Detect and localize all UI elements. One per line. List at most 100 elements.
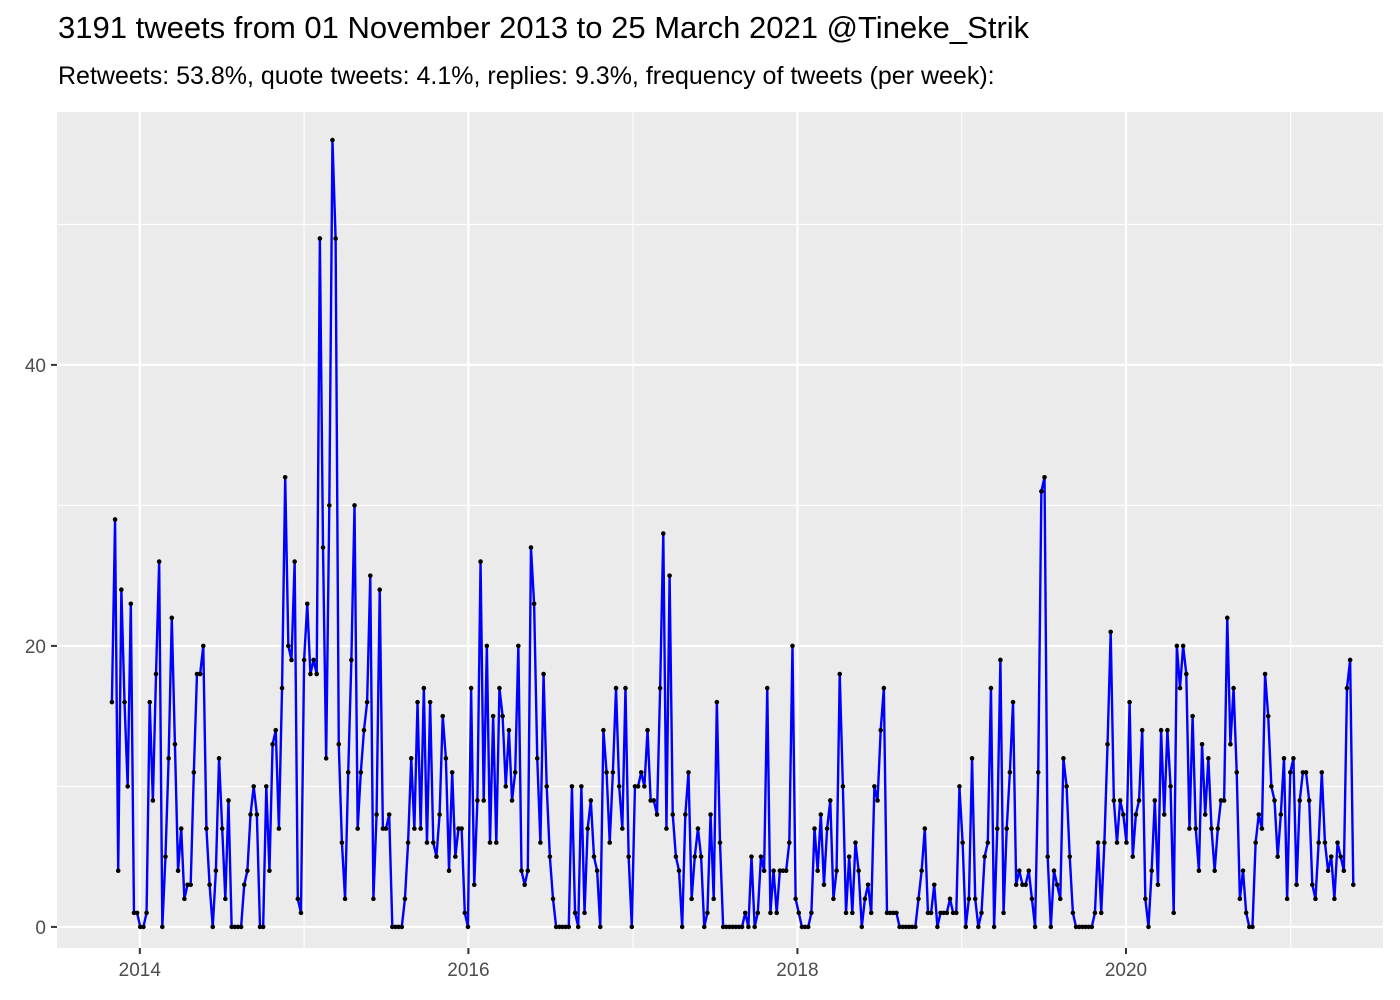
data-point (1303, 770, 1309, 775)
data-point (620, 826, 625, 831)
data-point (1180, 643, 1186, 649)
data-point (1105, 741, 1110, 747)
data-point (311, 657, 316, 663)
data-point (500, 713, 505, 719)
data-point (144, 910, 149, 916)
data-point (1344, 685, 1350, 691)
data-point (1206, 756, 1211, 761)
data-point (695, 826, 701, 831)
data-point (705, 910, 710, 916)
data-point (260, 924, 266, 930)
data-point (1300, 770, 1306, 775)
data-point (1278, 812, 1284, 817)
data-point (604, 770, 609, 775)
data-point (591, 854, 597, 859)
data-point (916, 896, 921, 902)
data-point (859, 924, 865, 930)
data-point (487, 840, 493, 845)
data-point (194, 671, 200, 677)
data-point (273, 727, 279, 733)
data-point (922, 826, 928, 831)
data-point (572, 910, 578, 916)
data-point (985, 840, 991, 845)
data-point (607, 840, 613, 845)
data-point (525, 868, 531, 874)
data-point (1168, 784, 1173, 789)
data-point (919, 868, 924, 874)
data-point (531, 601, 537, 607)
data-point (1215, 826, 1221, 831)
data-point (1004, 826, 1010, 831)
data-point (204, 826, 209, 831)
data-point (418, 826, 423, 831)
data-point (339, 840, 345, 845)
data-point (815, 868, 820, 874)
data-point (279, 685, 285, 691)
data-point (1001, 910, 1006, 916)
data-point (717, 840, 723, 845)
data-point (207, 882, 212, 888)
data-point (475, 798, 480, 803)
data-point (200, 643, 206, 649)
data-point (988, 685, 994, 691)
data-point (308, 671, 313, 677)
data-point (333, 236, 338, 241)
data-point (191, 770, 197, 775)
data-point (563, 924, 568, 930)
data-point (1020, 882, 1025, 888)
data-point (1228, 741, 1233, 747)
data-point (1155, 882, 1161, 888)
data-point (1265, 713, 1271, 719)
data-point (538, 840, 543, 845)
data-point (223, 896, 228, 902)
data-point (352, 503, 357, 508)
data-point (588, 798, 594, 803)
data-point (1350, 882, 1356, 888)
data-point (393, 924, 398, 930)
data-point (585, 826, 590, 831)
data-point (913, 924, 918, 930)
data-point (664, 826, 669, 831)
data-point (131, 910, 137, 916)
data-point (1051, 868, 1057, 874)
data-point (1221, 798, 1227, 803)
data-point (701, 924, 707, 930)
data-point (758, 854, 764, 859)
data-point (314, 671, 320, 677)
data-point (1253, 840, 1258, 845)
data-point (468, 685, 474, 691)
data-point (1196, 868, 1202, 874)
data-point (683, 812, 688, 817)
data-point (248, 812, 253, 817)
data-point (481, 798, 487, 803)
data-point (941, 910, 946, 916)
data-point (462, 910, 468, 916)
y-tick-label: 0 (35, 918, 46, 939)
data-point (994, 826, 1000, 831)
data-point (182, 896, 187, 902)
data-point (1202, 812, 1208, 817)
data-point (188, 882, 193, 888)
data-point (944, 910, 950, 916)
data-point (771, 868, 776, 874)
data-point (226, 798, 231, 803)
data-point (163, 854, 168, 859)
data-point (371, 896, 376, 902)
data-point (1035, 770, 1041, 775)
data-point (506, 727, 512, 733)
data-point (802, 924, 808, 930)
data-point (497, 685, 502, 691)
data-point (960, 840, 965, 845)
data-point (594, 868, 600, 874)
data-point (415, 699, 420, 705)
major-gridlines (57, 112, 1383, 948)
x-axis: 2014 2016 2018 2020 (119, 948, 1147, 981)
data-point (456, 826, 461, 831)
data-point (862, 896, 868, 902)
data-point (1338, 854, 1343, 859)
data-point (720, 924, 726, 930)
data-point (868, 910, 874, 916)
data-point (471, 882, 477, 888)
data-point (623, 685, 628, 691)
data-point (235, 924, 241, 930)
